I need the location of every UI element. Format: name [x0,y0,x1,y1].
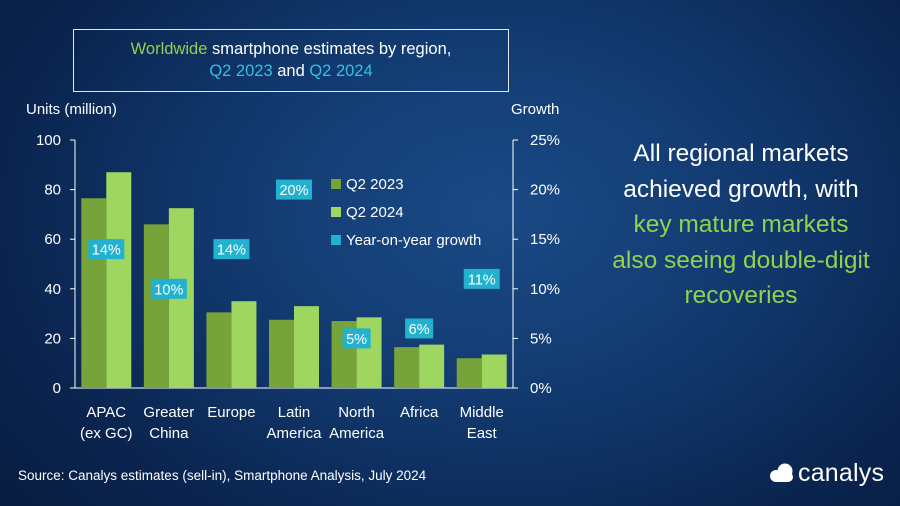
y-axis-title: Units (million) [26,101,117,118]
bar-q2-2023 [394,347,420,388]
x-tick-label: (ex GC) [80,425,133,442]
growth-marker [463,268,500,289]
bar-q2-2024 [294,306,319,388]
callout-line-3: key mature markets [633,211,849,238]
x-tick-label: America [266,425,322,442]
callout-line-2: achieved growth, with [623,175,859,203]
source-note: Source: Canalys estimates (sell-in), Sma… [18,468,427,483]
bar-q2-2024 [356,317,382,388]
y2-tick-label: 15% [530,231,560,248]
callout-line-5: recoveries [684,282,798,309]
y2-tick-label: 5% [530,330,552,347]
bar-q2-2023 [456,358,482,388]
x-tick-label: East [467,425,498,442]
legend-swatch [331,235,341,245]
growth-label: 5% [346,332,367,348]
growth-marker [88,239,125,260]
growth-label: 14% [217,243,246,259]
x-tick-label: China [149,425,189,442]
y-tick-label: 0 [53,380,61,397]
x-tick-label: America [329,425,385,442]
legend-swatch [331,207,341,217]
canalys-logo-text: canalys [798,458,885,487]
growth-label: 20% [279,183,308,199]
growth-marker [405,318,434,339]
y-tick-label: 60 [44,231,61,248]
legend-label: Q2 2024 [346,204,404,221]
growth-label: 10% [154,282,183,298]
title-part-q2-2024: Q2 2024 [309,62,373,80]
x-tick-label: APAC [86,404,126,421]
title-part-estimates: smartphone estimates by region, [207,40,452,58]
growth-marker [150,278,187,299]
x-tick-label: North [338,404,375,421]
bar-q2-2024 [106,172,132,388]
title-part-q2-2023: Q2 2023 [209,62,273,80]
callout-text: All regional markets achieved growth, wi… [585,136,897,314]
growth-label: 6% [409,322,430,338]
y2-axis-title: Growth [511,101,560,118]
legend-label: Q2 2023 [346,176,404,193]
bar-q2-2023 [81,198,107,388]
y-tick-label: 40 [44,281,61,298]
y2-tick-label: 20% [530,182,560,199]
bar-q2-2024 [481,354,507,388]
legend-swatch [331,179,341,189]
canalys-logo: canalys [768,456,884,490]
title-part-worldwide: Worldwide [130,40,208,58]
x-tick-label: Europe [207,404,255,421]
growth-label: 14% [92,243,121,259]
growth-marker [276,179,312,200]
title-part-and: and [272,62,310,80]
x-tick-label: Africa [400,404,439,421]
bar-q2-2024 [419,344,445,388]
chart-title: Worldwide smartphone estimates by region… [73,29,509,92]
bar-q2-2023 [269,319,294,388]
growth-marker [213,239,250,260]
bar-q2-2023 [143,224,169,388]
canalys-logo-icon [770,463,793,482]
bar-q2-2023 [206,312,232,388]
y-tick-label: 20 [44,330,61,347]
growth-label: 11% [468,272,496,288]
x-tick-label: Latin [278,404,311,421]
callout-line-1: All regional markets [633,140,849,167]
y-tick-label: 80 [44,182,61,199]
x-tick-label: Greater [143,404,194,421]
y2-tick-label: 0% [530,380,552,397]
legend-label: Year-on-year growth [346,232,481,249]
x-tick-label: Middle [460,404,504,421]
bar-q2-2024 [231,301,257,388]
y2-tick-label: 25% [530,132,560,149]
y2-tick-label: 10% [530,281,560,298]
growth-marker [342,328,371,349]
y-tick-label: 100 [36,132,61,149]
callout-line-4: also seeing double-digit [612,246,870,274]
